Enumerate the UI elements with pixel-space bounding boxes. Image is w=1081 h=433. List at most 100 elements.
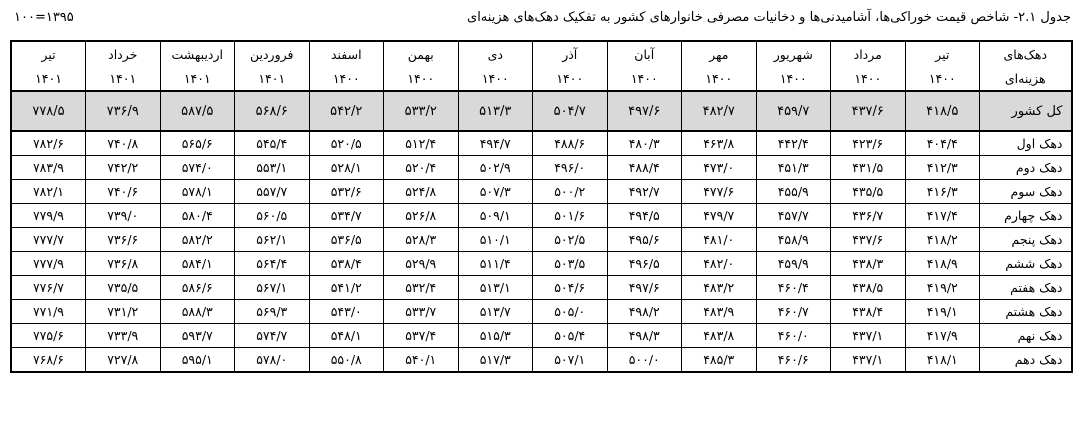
value-cell: ۴۱۸/۲ [904, 227, 980, 252]
value-cell: ۷۶۸/۶ [10, 347, 86, 373]
year-header: ۱۴۰۱ [234, 66, 310, 91]
value-cell: ۵۱۷/۳ [457, 347, 533, 373]
value-cell: ۴۳۶/۷ [830, 203, 906, 228]
decile-row: دهک ششم ۴۱۸/۹ ۴۳۸/۳ ۴۵۹/۹ ۴۸۲/۰ ۴۹۶/۵ ۵۰۳/۵ ۵۱۱… [10, 251, 1072, 276]
value-cell: ۵۶۹/۳ [234, 299, 310, 324]
value-cell: ۴۱۲/۳ [904, 155, 980, 180]
value-cell: ۵۳۳/۷ [383, 299, 459, 324]
value-cell: ۴۹۶/۰ [532, 155, 608, 180]
month-header: مرداد [830, 41, 906, 66]
value-cell: ۵۰۴/۶ [532, 275, 608, 300]
decile-row-label: دهک اول [979, 130, 1072, 156]
value-cell: ۵۱۵/۳ [457, 323, 533, 348]
value-cell: ۵۶۷/۱ [234, 275, 310, 300]
value-cell: ۴۱۹/۲ [904, 275, 980, 300]
value-cell: ۵۰۱/۶ [532, 203, 608, 228]
value-cell: ۴۴۲/۴ [755, 130, 831, 156]
row-label-header-top: دهک‌های [979, 41, 1072, 66]
value-cell: ۴۸۱/۰ [681, 227, 757, 252]
value-cell: ۵۸۲/۲ [159, 227, 235, 252]
value-cell: ۵۷۸/۰ [234, 347, 310, 373]
total-cell: ۴۳۷/۶ [830, 90, 906, 132]
decile-row: دهک چهارم ۴۱۷/۴ ۴۳۶/۷ ۴۵۷/۷ ۴۷۹/۷ ۴۹۴/۵ ۵۰۱/۶ ۵… [10, 203, 1072, 228]
value-cell: ۵۲۸/۱ [308, 155, 384, 180]
value-cell: ۷۷۵/۶ [10, 323, 86, 348]
value-cell: ۷۷۹/۹ [10, 203, 86, 228]
total-cell: ۵۰۴/۷ [532, 90, 608, 132]
year-header: ۱۴۰۰ [457, 66, 533, 91]
decile-row-label: دهک هفتم [979, 275, 1072, 300]
value-cell: ۴۳۷/۱ [830, 347, 906, 373]
header-row-months: دهک‌های تیر مرداد شهریور مهر آبان آذر دی… [10, 41, 1072, 66]
total-row-label: کل کشور [979, 90, 1072, 132]
year-header: ۱۴۰۱ [159, 66, 235, 91]
value-cell: ۵۸۰/۴ [159, 203, 235, 228]
value-cell: ۴۹۷/۶ [606, 275, 682, 300]
total-cell: ۴۵۹/۷ [755, 90, 831, 132]
month-header: خرداد [85, 41, 161, 66]
decile-row: دهک هفتم ۴۱۹/۲ ۴۳۸/۵ ۴۶۰/۴ ۴۸۳/۲ ۴۹۷/۶ ۵۰۴/۶ ۵۱… [10, 275, 1072, 300]
month-header: فروردین [234, 41, 310, 66]
value-cell: ۴۹۴/۷ [457, 130, 533, 156]
value-cell: ۵۳۲/۴ [383, 275, 459, 300]
value-cell: ۴۹۸/۲ [606, 299, 682, 324]
value-cell: ۴۸۸/۴ [606, 155, 682, 180]
value-cell: ۵۴۵/۴ [234, 130, 310, 156]
value-cell: ۵۵۷/۷ [234, 179, 310, 204]
decile-row-label: دهک دوم [979, 155, 1072, 180]
value-cell: ۵۳۸/۴ [308, 251, 384, 276]
base-year-note: ۱۰۰=۱۳۹۵ [14, 10, 74, 25]
value-cell: ۷۳۹/۰ [85, 203, 161, 228]
value-cell: ۵۰۳/۵ [532, 251, 608, 276]
value-cell: ۴۶۰/۷ [755, 299, 831, 324]
month-header: آذر [532, 41, 608, 66]
value-cell: ۴۲۳/۶ [830, 130, 906, 156]
value-cell: ۵۴۸/۱ [308, 323, 384, 348]
value-cell: ۴۶۰/۴ [755, 275, 831, 300]
row-label-header-bottom: هزینه‌ای [979, 66, 1072, 91]
price-index-table: دهک‌های تیر مرداد شهریور مهر آبان آذر دی… [10, 40, 1073, 373]
value-cell: ۷۴۰/۸ [85, 130, 161, 156]
month-header: بهمن [383, 41, 459, 66]
value-cell: ۴۱۶/۳ [904, 179, 980, 204]
decile-row-label: دهک ششم [979, 251, 1072, 276]
value-cell: ۴۱۸/۱ [904, 347, 980, 373]
value-cell: ۴۷۷/۶ [681, 179, 757, 204]
value-cell: ۵۰۷/۳ [457, 179, 533, 204]
value-cell: ۵۰۵/۴ [532, 323, 608, 348]
value-cell: ۵۴۱/۲ [308, 275, 384, 300]
month-header: دی [457, 41, 533, 66]
value-cell: ۴۰۴/۴ [904, 130, 980, 156]
value-cell: ۵۱۰/۱ [457, 227, 533, 252]
value-cell: ۴۵۱/۳ [755, 155, 831, 180]
total-cell: ۵۱۳/۳ [457, 90, 533, 132]
value-cell: ۵۲۰/۴ [383, 155, 459, 180]
value-cell: ۵۹۵/۱ [159, 347, 235, 373]
table-title: جدول ۲.۱- شاخص قیمت خوراکی‌ها، آشامیدنی‌… [467, 10, 1071, 25]
year-header: ۱۴۰۰ [308, 66, 384, 91]
value-cell: ۵۶۴/۴ [234, 251, 310, 276]
year-header: ۱۴۰۱ [10, 66, 86, 91]
value-cell: ۴۶۰/۰ [755, 323, 831, 348]
total-cell: ۵۸۷/۵ [159, 90, 235, 132]
value-cell: ۷۸۲/۶ [10, 130, 86, 156]
value-cell: ۴۵۵/۹ [755, 179, 831, 204]
value-cell: ۵۳۴/۷ [308, 203, 384, 228]
value-cell: ۴۳۱/۵ [830, 155, 906, 180]
value-cell: ۷۸۲/۱ [10, 179, 86, 204]
value-cell: ۷۷۷/۷ [10, 227, 86, 252]
value-cell: ۴۶۰/۶ [755, 347, 831, 373]
month-header: تیر [10, 41, 86, 66]
value-cell: ۵۱۲/۴ [383, 130, 459, 156]
value-cell: ۴۶۳/۸ [681, 130, 757, 156]
month-header: شهریور [755, 41, 831, 66]
value-cell: ۴۵۷/۷ [755, 203, 831, 228]
value-cell: ۵۷۸/۱ [159, 179, 235, 204]
value-cell: ۵۳۷/۴ [383, 323, 459, 348]
total-cell: ۵۴۲/۲ [308, 90, 384, 132]
total-cell: ۷۷۸/۵ [10, 90, 86, 132]
decile-row-label: دهک دهم [979, 347, 1072, 373]
value-cell: ۷۳۵/۵ [85, 275, 161, 300]
value-cell: ۵۸۶/۶ [159, 275, 235, 300]
year-header: ۱۴۰۰ [904, 66, 980, 91]
